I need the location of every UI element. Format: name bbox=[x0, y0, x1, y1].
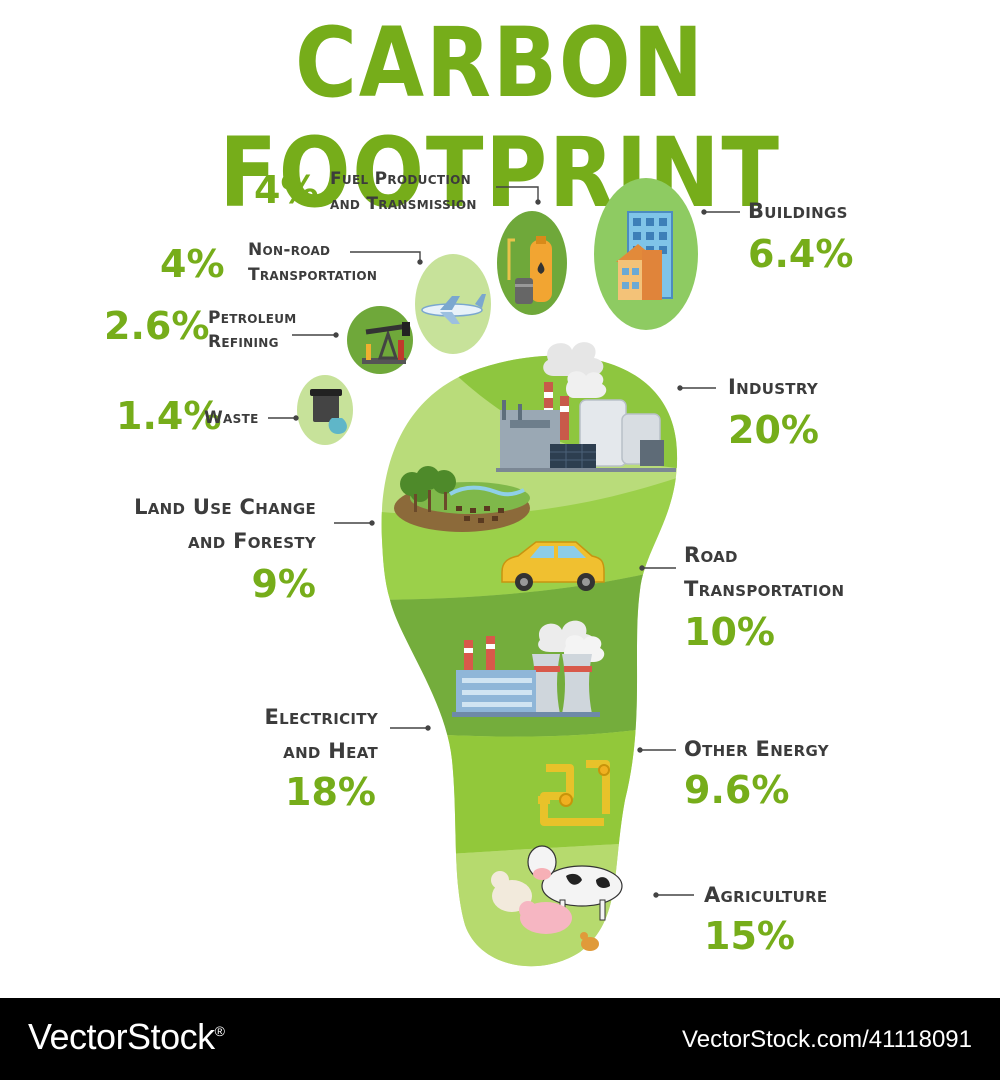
forest-field-icon bbox=[394, 466, 530, 532]
road-percent: 10% bbox=[684, 610, 775, 654]
airplane-icon bbox=[421, 294, 486, 324]
waste-label: Waste bbox=[204, 408, 259, 428]
electricity-label-line2: and Heat bbox=[283, 739, 378, 763]
buildings-label: Buildings bbox=[748, 199, 848, 223]
petroleum-label-line1: Petroleum bbox=[208, 308, 297, 328]
road-label-line2: Transportation bbox=[684, 577, 845, 601]
buildings-icon bbox=[616, 211, 673, 300]
other-energy-label: Other Energy bbox=[684, 737, 829, 761]
pipes-icon bbox=[538, 760, 610, 826]
land-use-percent: 9% bbox=[251, 562, 316, 606]
land-use-label-line1: Land Use Change bbox=[134, 495, 316, 519]
brand-mark: ® bbox=[214, 1023, 225, 1039]
footprint-illustration bbox=[268, 178, 740, 967]
trash-bin-icon bbox=[310, 389, 347, 434]
fuel-production-label-line2: and Transmission bbox=[330, 194, 477, 214]
fuel-production-percent: 4% bbox=[254, 168, 319, 212]
agriculture-percent: 15% bbox=[704, 914, 795, 958]
factory-icon bbox=[496, 342, 676, 472]
buildings-percent: 6.4% bbox=[748, 232, 854, 276]
car-icon bbox=[501, 541, 605, 591]
source-url: VectorStock.com/41118091 bbox=[682, 1026, 972, 1053]
road-label-line1: Road bbox=[684, 543, 738, 567]
electricity-label-line1: Electricity bbox=[264, 705, 378, 729]
industry-percent: 20% bbox=[728, 408, 819, 452]
industry-label: Industry bbox=[728, 375, 819, 399]
farm-animals-icon bbox=[491, 845, 623, 951]
connector-lines bbox=[268, 186, 740, 898]
brand-name: VectorStock bbox=[28, 1016, 215, 1057]
page-title: CARBON FOOTPRINT bbox=[219, 7, 781, 229]
waste-percent: 1.4% bbox=[116, 394, 222, 438]
agriculture-label: Agriculture bbox=[704, 883, 828, 907]
non-road-label-line1: Non-road bbox=[248, 240, 331, 260]
land-use-label-line2: and Foresty bbox=[187, 529, 316, 553]
fuel-production-label-line1: Fuel Production bbox=[330, 169, 471, 189]
pump-jack-icon bbox=[362, 322, 410, 364]
other-energy-percent: 9.6% bbox=[684, 768, 790, 812]
fuel-tank-icon bbox=[507, 236, 552, 304]
power-plant-icon bbox=[452, 620, 605, 717]
brand-logo: VectorStock® bbox=[28, 1016, 225, 1058]
electricity-percent: 18% bbox=[285, 770, 376, 814]
petroleum-percent: 2.6% bbox=[104, 304, 210, 348]
non-road-percent: 4% bbox=[160, 242, 225, 286]
petroleum-label-line2: Refining bbox=[208, 332, 279, 352]
watermark-footer: VectorStock® VectorStock.com/41118091 bbox=[0, 998, 1000, 1080]
non-road-label-line2: Transportation bbox=[248, 265, 378, 285]
